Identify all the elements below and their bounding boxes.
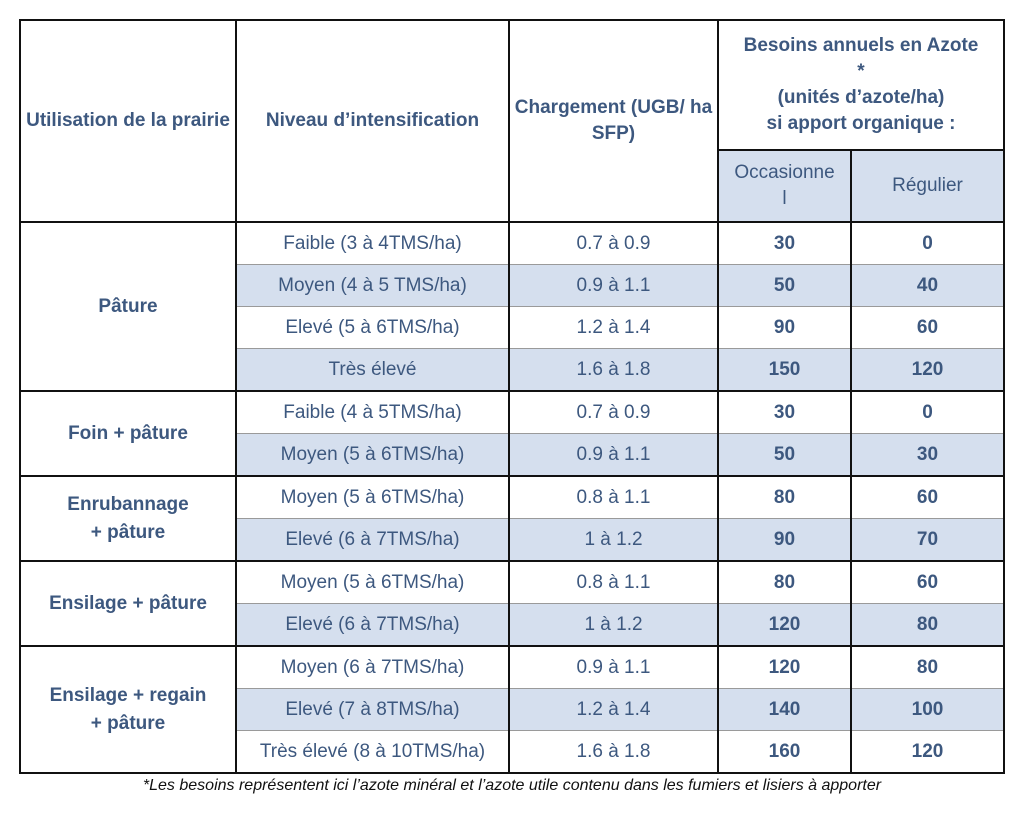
occasionnel-value: 160	[717, 730, 852, 774]
charge-cell: 0.9 à 1.1	[508, 264, 719, 307]
use-cell: Foin + pâture	[19, 390, 237, 477]
regulier-value: 40	[850, 264, 1005, 307]
table-row: Elevé (6 à 7TMS/ha) 1 à 1.2 120 80	[20, 603, 1005, 647]
level-cell: Elevé (6 à 7TMS/ha)	[235, 518, 510, 562]
table-row: Pâture Faible (3 à 4TMS/ha) 0.7 à 0.9 30 0	[19, 221, 1005, 392]
occasionnel-value: 30	[717, 390, 852, 434]
level-cell: Moyen (5 à 6TMS/ha)	[235, 475, 510, 519]
table-row: Très élevé 1.6 à 1.8 150 120	[20, 348, 1005, 392]
charge-cell: 0.9 à 1.1	[508, 645, 719, 689]
level-cell: Très élevé (8 à 10TMS/ha)	[235, 730, 510, 774]
use-cell: Enrubannage + pâture	[19, 475, 237, 562]
table-row: Moyen (4 à 5 TMS/ha) 0.9 à 1.1 50 40	[20, 264, 1005, 307]
occasionnel-value: 30	[717, 221, 852, 265]
header-needs-line3: (unités d’azote/ha)	[777, 87, 945, 108]
regulier-value: 60	[850, 306, 1005, 349]
charge-cell: 1.2 à 1.4	[508, 306, 719, 349]
occasionnel-value: 50	[717, 264, 852, 307]
table-body: Pâture Faible (3 à 4TMS/ha) 0.7 à 0.9 30 0 Mo…	[19, 221, 1005, 774]
occasionnel-value: 120	[717, 645, 852, 689]
header-occ-line2: l	[782, 188, 787, 209]
charge-cell: 0.8 à 1.1	[508, 560, 719, 604]
charge-cell: 1.2 à 1.4	[508, 688, 719, 731]
nitrogen-needs-table: Utilisation de la prairie Niveau d’inten…	[19, 19, 1005, 774]
header-occasionnel: Occasionne l	[717, 149, 852, 223]
occasionnel-value: 80	[717, 475, 852, 519]
occasionnel-value: 50	[717, 433, 852, 477]
charge-cell: 0.9 à 1.1	[508, 433, 719, 477]
use-label-line: Pâture	[98, 295, 158, 317]
table-row: Elevé (5 à 6TMS/ha) 1.2 à 1.4 90 60	[20, 306, 1005, 349]
table-row: Ensilage + pâture Moyen (5 à 6TMS/ha) 0.8 …	[19, 560, 1005, 647]
charge-cell: 1 à 1.2	[508, 518, 719, 562]
occasionnel-value: 90	[717, 306, 852, 349]
regulier-value: 0	[850, 390, 1005, 434]
regulier-value: 80	[850, 603, 1005, 647]
table-row: Moyen (5 à 6TMS/ha) 0.9 à 1.1 50 30	[20, 433, 1005, 477]
level-cell: Très élevé	[235, 348, 510, 392]
regulier-value: 100	[850, 688, 1005, 731]
use-label-line: Ensilage + regain	[49, 684, 207, 706]
level-cell: Elevé (5 à 6TMS/ha)	[235, 306, 510, 349]
header-level-text: Niveau d’intensification	[265, 109, 480, 131]
use-label-line: + pâture	[90, 712, 166, 734]
occasionnel-value: 150	[717, 348, 852, 392]
use-label-line: Enrubannage	[67, 493, 189, 515]
header-needs-line1: Besoins annuels en Azote	[743, 34, 979, 56]
occasionnel-value: 140	[717, 688, 852, 731]
table-row: Elevé (6 à 7TMS/ha) 1 à 1.2 90 70	[20, 518, 1005, 562]
header-level: Niveau d’intensification	[235, 19, 510, 223]
table-row: Foin + pâture Faible (4 à 5TMS/ha) 0.7 à 0…	[19, 390, 1005, 477]
use-cell: Ensilage + pâture	[19, 560, 237, 647]
charge-cell: 0.7 à 0.9	[508, 390, 719, 434]
use-label-line: Ensilage + pâture	[49, 592, 207, 614]
table-row: Ensilage + regain + pâture Moyen (6 à 7TMS…	[19, 645, 1005, 774]
level-cell: Moyen (5 à 6TMS/ha)	[235, 560, 510, 604]
use-cell: Ensilage + regain + pâture	[19, 645, 237, 774]
regulier-value: 30	[850, 433, 1005, 477]
regulier-value: 80	[850, 645, 1005, 689]
use-label-line: + pâture	[90, 521, 166, 543]
level-cell: Elevé (6 à 7TMS/ha)	[235, 603, 510, 647]
occasionnel-value: 80	[717, 560, 852, 604]
level-cell: Faible (4 à 5TMS/ha)	[235, 390, 510, 434]
table-row: Enrubannage + pâture Moyen (5 à 6TMS/ha) 0.…	[19, 475, 1005, 562]
header-use-text: Utilisation de la prairie	[26, 109, 230, 131]
footnote: *Les besoins représentent ici l’azote mi…	[142, 777, 882, 794]
charge-cell: 1 à 1.2	[508, 603, 719, 647]
charge-cell: 0.8 à 1.1	[508, 475, 719, 519]
level-cell: Elevé (7 à 8TMS/ha)	[235, 688, 510, 731]
use-cell: Pâture	[19, 221, 237, 392]
table-row: Elevé (7 à 8TMS/ha) 1.2 à 1.4 140 100	[20, 688, 1005, 731]
regulier-value: 60	[850, 560, 1005, 604]
charge-cell: 1.6 à 1.8	[508, 348, 719, 392]
occasionnel-value: 120	[717, 603, 852, 647]
charge-cell: 0.7 à 0.9	[508, 221, 719, 265]
table-row: Très élevé (8 à 10TMS/ha) 1.6 à 1.8 160 120	[20, 730, 1005, 774]
level-cell: Moyen (4 à 5 TMS/ha)	[235, 264, 510, 307]
header-needs-line2: *	[857, 60, 865, 82]
header-use: Utilisation de la prairie	[19, 19, 237, 223]
charge-cell: 1.6 à 1.8	[508, 730, 719, 774]
header-regulier: Régulier	[850, 149, 1005, 223]
level-cell: Faible (3 à 4TMS/ha)	[235, 221, 510, 265]
header-charge: Chargement (UGB/ ha SFP)	[508, 19, 719, 223]
regulier-value: 70	[850, 518, 1005, 562]
header-reg-text: Régulier	[892, 174, 963, 196]
use-label-line: Foin + pâture	[68, 422, 188, 444]
regulier-value: 120	[850, 348, 1005, 392]
occasionnel-value: 90	[717, 518, 852, 562]
level-cell: Moyen (6 à 7TMS/ha)	[235, 645, 510, 689]
regulier-value: 60	[850, 475, 1005, 519]
header-needs-line4: si apport organique :	[766, 113, 956, 135]
regulier-value: 120	[850, 730, 1005, 774]
header-needs: Besoins annuels en Azote * (unités d’azo…	[717, 19, 1005, 151]
header-occ-line1: Occasionne	[734, 161, 835, 183]
header-charge-text: Chargement (UGB/ ha SFP)	[514, 96, 713, 144]
regulier-value: 0	[850, 221, 1005, 265]
level-cell: Moyen (5 à 6TMS/ha)	[235, 433, 510, 477]
